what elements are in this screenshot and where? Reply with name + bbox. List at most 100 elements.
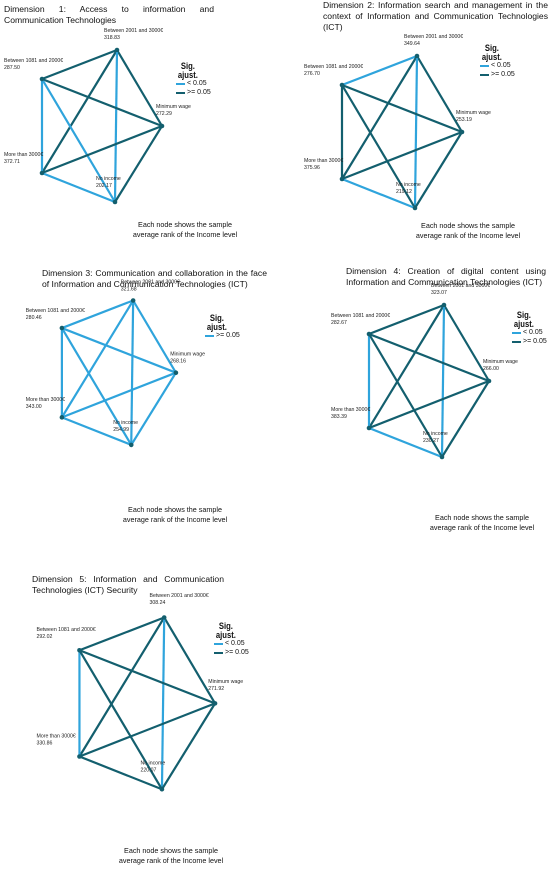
legend-item-nonsig: >= 0.05 <box>176 88 211 97</box>
edge-b1081-min <box>368 332 490 383</box>
legend-title: Sig. ajust. <box>513 310 534 329</box>
edge-b2001-b1081 <box>79 616 165 652</box>
edge-min-more <box>79 702 216 758</box>
network-diagram: Between 2001 and 3000€321.68 Between 1081… <box>26 279 205 448</box>
node-rank: 253.19 <box>456 117 472 123</box>
node-label: Minimum wage <box>483 359 518 365</box>
edge-b2001-noinc <box>440 304 446 458</box>
legend-swatch <box>176 82 185 85</box>
legend-item-sig: < 0.05 <box>512 328 547 337</box>
edge-b1081-noinc <box>41 78 116 203</box>
node-more <box>366 425 372 431</box>
node-rank: 330.86 <box>37 740 53 746</box>
legend-swatch <box>176 91 185 94</box>
edge-b2001-b1081 <box>341 54 418 87</box>
legend-item-nonsig: >= 0.05 <box>205 331 240 340</box>
node-rank: 271.92 <box>208 686 224 692</box>
edge-b2001-noinc <box>413 55 419 209</box>
legend-label: < 0.05 <box>491 62 511 69</box>
node-label: Between 2001 and 3000€ <box>104 28 163 34</box>
panel-title: Dimension 1: Access to information and C… <box>4 4 214 25</box>
node-rank: 349.64 <box>404 41 420 47</box>
node-label: Minimum wage <box>208 679 243 685</box>
node-rank: 308.24 <box>150 600 166 606</box>
node-more <box>39 170 45 176</box>
legend-title: Sig. ajust. <box>215 621 236 640</box>
node-min <box>173 370 179 376</box>
edge-b1081-min <box>41 77 163 128</box>
node-label: Minimum wage <box>156 104 191 110</box>
edge-min-more <box>368 379 490 430</box>
edge-more-noinc <box>61 416 132 446</box>
legend-label: >= 0.05 <box>523 338 547 345</box>
edge-b1081-min <box>61 327 177 374</box>
edge-b2001-noinc <box>160 617 166 790</box>
edge-b1081-noinc <box>341 84 416 209</box>
edge-b2001-min <box>443 304 490 382</box>
legend-swatch <box>480 73 489 76</box>
node-rank: 280.46 <box>26 315 42 321</box>
legend-swatch <box>214 651 223 654</box>
network-diagram: Between 2001 and 3000€323.07 Between 1081… <box>331 283 518 460</box>
node-label: No income <box>140 760 165 766</box>
node-rank: 276.70 <box>304 71 320 77</box>
legend-item-nonsig: >= 0.05 <box>214 648 249 657</box>
legend-title: Sig. ajust. <box>206 313 227 332</box>
edge-min-more <box>61 371 177 419</box>
node-b2001 <box>161 615 167 620</box>
node-rank: 292.02 <box>37 634 53 640</box>
legend-item-sig: < 0.05 <box>214 639 249 648</box>
node-rank: 343.00 <box>26 404 42 410</box>
legend-swatch <box>480 64 489 67</box>
legend: Sig. ajust. < 0.05 >= 0.05 <box>214 622 249 657</box>
node-note: Each node shows the sample average rank … <box>122 505 228 524</box>
edge-b2001-min <box>132 299 177 374</box>
node-label: Between 2001 and 3000€ <box>431 283 490 289</box>
node-more <box>77 754 82 759</box>
edge-b2001-b1081 <box>61 299 134 330</box>
legend-label: >= 0.05 <box>491 71 515 78</box>
legend: Sig. ajust. < 0.05 >= 0.05 <box>512 311 547 346</box>
node-rank: 372.71 <box>4 159 20 165</box>
edge-min-more <box>41 124 163 175</box>
node-label: Between 1081 and 2000€ <box>26 308 85 314</box>
node-min <box>159 123 165 129</box>
legend: Sig. ajust. < 0.05 >= 0.05 <box>176 62 211 97</box>
network-diagram: Between 2001 and 3000€318.83 Between 1081… <box>4 28 191 205</box>
node-note: Each node shows the sample average rank … <box>415 221 521 240</box>
panel-title: Dimension 5: Information and Communicati… <box>32 574 224 595</box>
node-rank: 268.16 <box>170 359 186 365</box>
node-label: No income <box>96 176 121 182</box>
legend: Sig. ajust. < 0.05 >= 0.05 <box>480 44 515 79</box>
edge-more-noinc <box>341 177 416 210</box>
node-noinc <box>159 786 165 792</box>
node-label: More than 3000€ <box>4 152 43 158</box>
node-rank: 323.07 <box>431 290 447 296</box>
node-rank: 383.39 <box>331 414 347 420</box>
node-min <box>212 701 218 706</box>
node-label: No income <box>423 431 448 437</box>
legend-swatch <box>214 642 223 645</box>
edge-b2001-more <box>341 55 418 180</box>
node-rank: 219.12 <box>396 189 412 195</box>
node-min <box>486 378 492 384</box>
legend-title: Sig. ajust. <box>481 43 502 62</box>
edge-b1081-noinc <box>78 649 163 790</box>
node-label: Between 2001 and 3000€ <box>150 593 209 599</box>
node-label: More than 3000€ <box>331 407 370 413</box>
legend-item-sig: < 0.05 <box>480 61 515 70</box>
edge-min-more <box>341 130 463 181</box>
node-label: More than 3000€ <box>37 733 76 739</box>
legend-label: >= 0.05 <box>225 649 249 656</box>
network-diagram: Between 2001 and 3000€349.64 Between 1081… <box>304 34 491 211</box>
node-b1081 <box>339 82 345 88</box>
node-rank: 321.68 <box>121 286 137 292</box>
node-rank: 220.07 <box>140 767 156 773</box>
node-b2001 <box>414 53 420 59</box>
node-b2001 <box>114 47 120 53</box>
edge-b2001-min <box>163 616 217 704</box>
edge-b2001-min <box>416 55 463 133</box>
edge-b2001-min <box>116 49 163 127</box>
node-more <box>59 415 65 420</box>
edge-min-noinc <box>414 131 463 209</box>
